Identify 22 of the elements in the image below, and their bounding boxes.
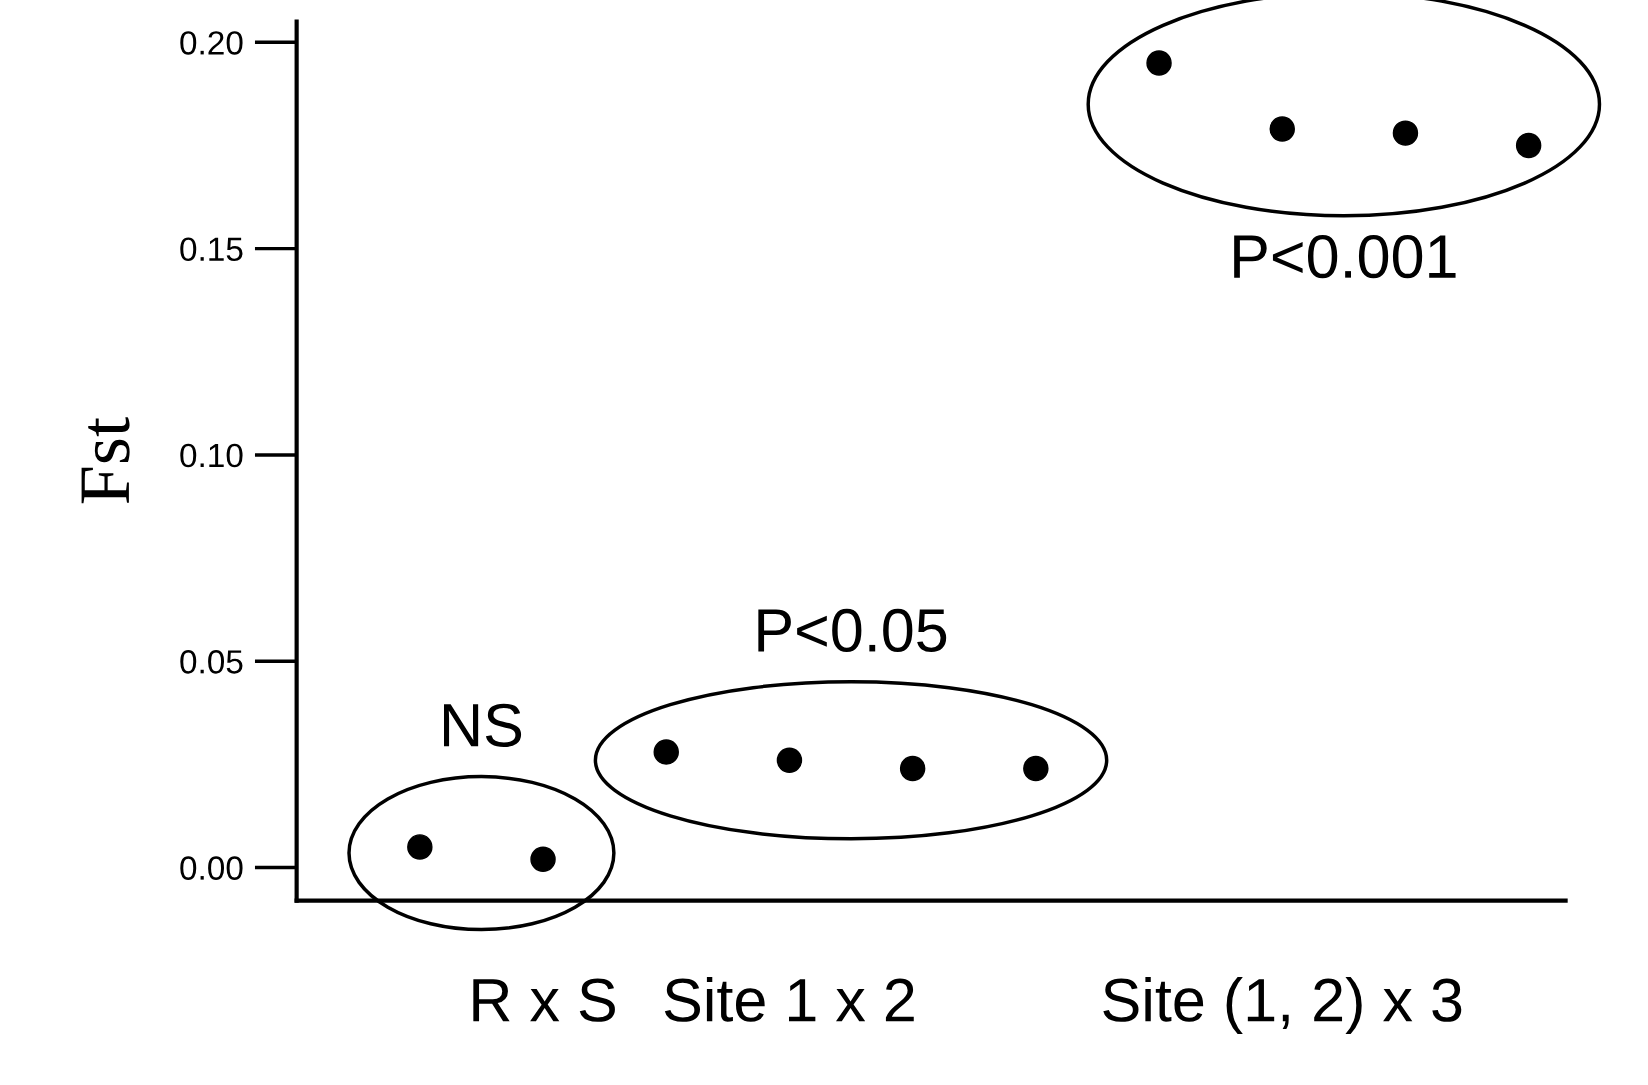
- y-axis-title: Fst: [81, 417, 130, 504]
- x-tick-label: Site 1 x 2: [664, 976, 914, 1022]
- annotation: NS: [444, 703, 522, 747]
- point: [1023, 755, 1049, 782]
- x-tick-label: R x S: [473, 978, 615, 1022]
- point: [530, 846, 556, 873]
- y-tick-label: 0.10: [180, 443, 243, 468]
- annotation: P<0.05: [758, 608, 947, 653]
- y-tick-label: 0.05: [180, 650, 243, 674]
- point: [776, 747, 803, 773]
- point: [1146, 50, 1172, 76]
- point: [407, 834, 433, 860]
- point: [899, 755, 926, 782]
- point: [1269, 116, 1295, 142]
- x-tick-label: Site (1, 2) x 3: [1103, 976, 1462, 1034]
- annotation: P<0.001: [1234, 234, 1456, 279]
- y-tick-label: 0.15: [180, 237, 243, 262]
- point: [653, 739, 679, 765]
- point: [1515, 132, 1542, 159]
- y-tick-label: 0.20: [180, 31, 243, 55]
- y-tick-label: 0.00: [180, 856, 243, 880]
- point: [1392, 120, 1419, 146]
